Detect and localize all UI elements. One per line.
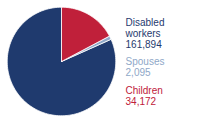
svg-text:Disabledworkers161,894: Disabledworkers161,894: [125, 17, 165, 50]
svg-text:Children34,172: Children34,172: [126, 85, 163, 107]
svg-text:Spouses2,095: Spouses2,095: [126, 56, 165, 78]
